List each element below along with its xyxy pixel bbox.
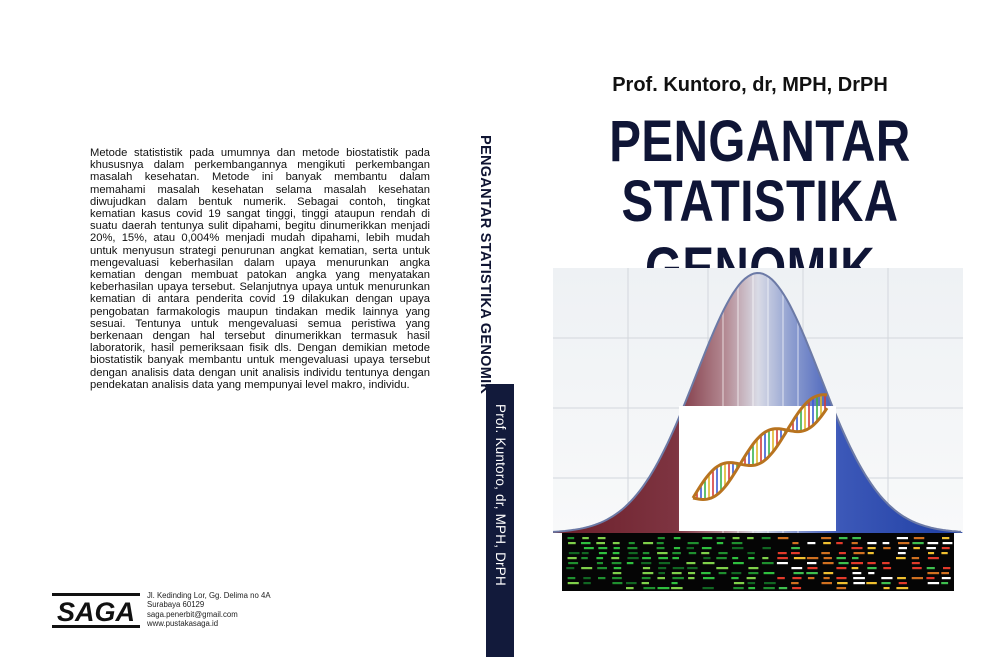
spine-upper — [486, 0, 514, 384]
back-cover-blurb: Metode statististik pada umumnya dan met… — [90, 147, 430, 391]
address-street: Jl. Kedinding Lor, Gg. Delima no 4A — [147, 591, 271, 600]
address-city: Surabaya 60129 — [147, 600, 205, 610]
publisher-logo: SAGA — [52, 593, 140, 628]
spine-lower — [486, 384, 514, 657]
front-title-line1: PENGANTAR — [609, 109, 911, 174]
front-author: Prof. Kuntoro, dr, MPH, DrPH — [612, 74, 888, 96]
svg-text:SAGA: SAGA — [57, 597, 135, 627]
microarray-bands — [566, 537, 953, 590]
dna-helix-icon — [691, 393, 829, 502]
publisher-address: Jl. Kedinding Lor, Gg. Delima no 4A Sura… — [147, 591, 347, 628]
address-email: saga.penerbit@gmail.com — [147, 609, 238, 619]
spine-title: PENGANTAR STATISTIKA GENOMIK — [477, 135, 493, 395]
address-website: www.pustakasaga.id — [147, 618, 219, 628]
cover-illustration — [553, 268, 963, 591]
spine-author: Prof. Kuntoro, dr, MPH, DrPH — [493, 404, 508, 586]
bell-curve-outline — [553, 271, 962, 533]
